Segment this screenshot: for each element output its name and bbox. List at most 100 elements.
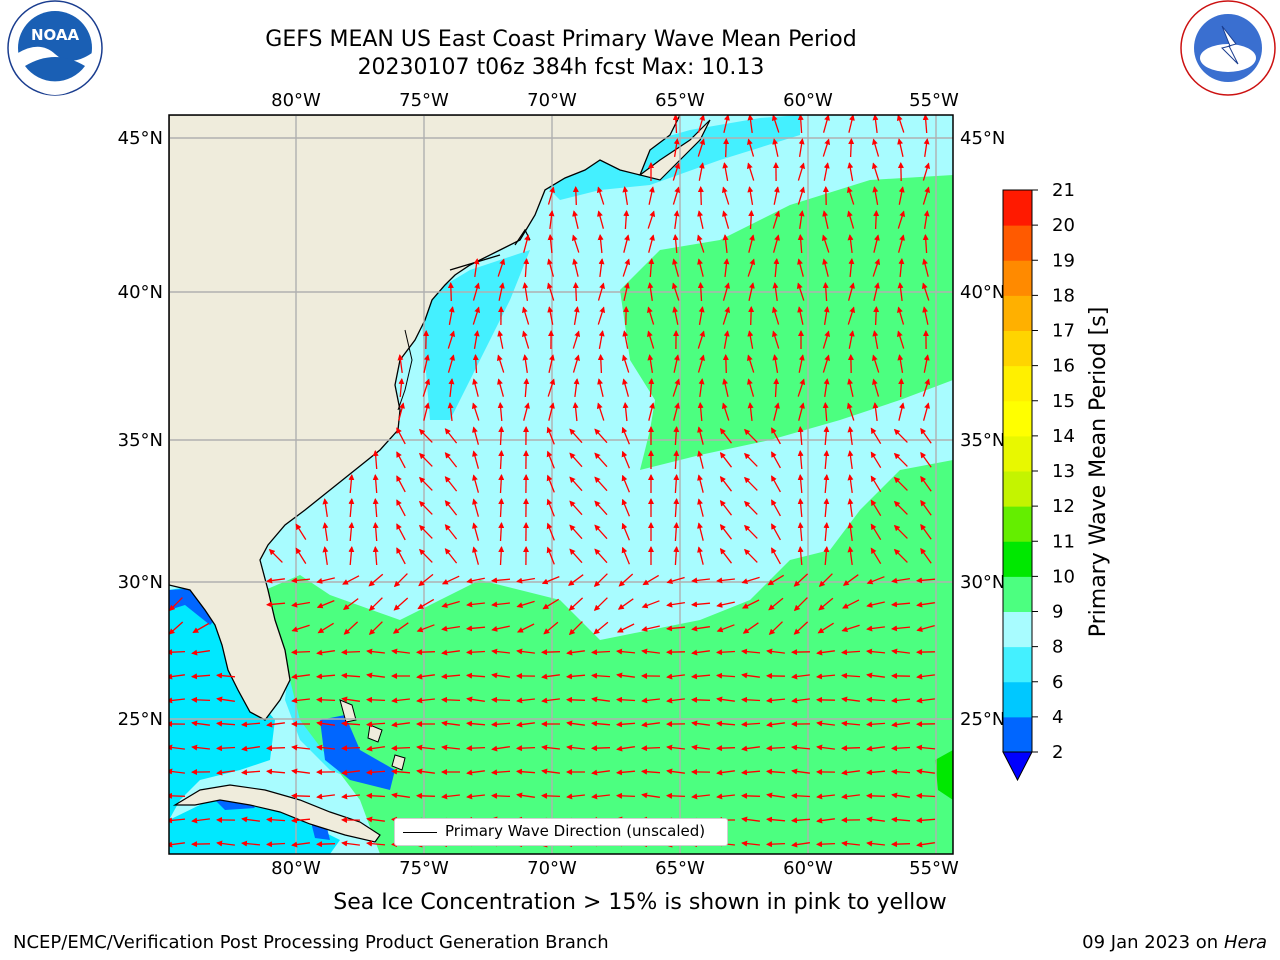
wave-arrow bbox=[341, 840, 360, 847]
wave-arrow bbox=[597, 282, 605, 301]
wave-arrow bbox=[546, 546, 555, 565]
wave-arrow bbox=[466, 720, 486, 727]
wave-arrow bbox=[396, 475, 406, 493]
wave-arrow bbox=[472, 282, 480, 301]
wave-arrow bbox=[922, 378, 931, 397]
period-9-region-northeast bbox=[620, 175, 953, 470]
wave-arrow bbox=[866, 601, 885, 608]
wave-arrow bbox=[672, 306, 679, 325]
wave-arrow bbox=[391, 745, 411, 752]
wave-arrow bbox=[748, 306, 755, 326]
wave-arrow bbox=[466, 601, 485, 608]
wave-arrow bbox=[266, 601, 286, 608]
wave-arrow bbox=[841, 720, 861, 727]
wave-arrow bbox=[866, 745, 885, 752]
footer-credit: NCEP/EMC/Verification Post Processing Pr… bbox=[13, 932, 609, 953]
wave-arrow bbox=[191, 720, 210, 727]
wave-arrow bbox=[697, 330, 706, 349]
wave-arrow bbox=[768, 597, 784, 611]
wave-arrow bbox=[697, 138, 706, 157]
wave-arrow bbox=[316, 599, 335, 609]
wave-arrow bbox=[622, 258, 631, 277]
wave-arrow bbox=[622, 330, 629, 349]
wave-arrow bbox=[716, 745, 736, 752]
wave-arrow bbox=[191, 696, 211, 703]
wave-arrow bbox=[666, 744, 685, 751]
wave-arrow bbox=[771, 330, 780, 349]
wave-arrow bbox=[316, 696, 336, 703]
wave-arrow bbox=[472, 522, 480, 541]
wave-arrow bbox=[266, 745, 286, 752]
wave-arrow bbox=[697, 282, 704, 302]
colorbar-under-triangle bbox=[1002, 751, 1033, 782]
wave-arrow bbox=[316, 841, 336, 848]
wave-arrow bbox=[391, 792, 410, 799]
wave-arrow bbox=[191, 817, 210, 824]
wave-arrow bbox=[923, 354, 930, 373]
wave-arrow bbox=[893, 428, 908, 443]
wave-arrow bbox=[569, 452, 583, 468]
wave-arrow bbox=[791, 768, 810, 775]
wave-arrow bbox=[366, 672, 385, 679]
wave-arrow bbox=[491, 696, 511, 703]
wave-arrow bbox=[522, 354, 529, 373]
wave-arrow bbox=[818, 573, 833, 588]
wave-arrow bbox=[472, 426, 480, 445]
wave-arrow bbox=[897, 234, 905, 253]
wave-arrow bbox=[870, 499, 882, 517]
wave-arrow bbox=[541, 744, 560, 751]
wave-arrow bbox=[466, 696, 485, 703]
wave-arrow bbox=[418, 428, 433, 443]
period-9-region-south bbox=[265, 460, 953, 854]
wave-arrow bbox=[747, 402, 754, 421]
wave-arrow bbox=[847, 450, 854, 469]
wave-arrow bbox=[472, 306, 481, 325]
wave-arrow bbox=[444, 428, 458, 444]
wave-arrow bbox=[266, 577, 285, 584]
colorbar-tick-label: 17 bbox=[1052, 321, 1075, 342]
wave-arrow bbox=[498, 498, 505, 518]
wave-arrow bbox=[491, 769, 511, 776]
lat-label: 30°N bbox=[118, 572, 163, 593]
wave-arrow bbox=[416, 744, 435, 751]
wave-arrow bbox=[418, 548, 433, 563]
wave-arrow bbox=[616, 696, 636, 703]
wave-arrow bbox=[673, 138, 680, 158]
wave-arrow bbox=[823, 498, 830, 518]
colorbar-tick-label: 2 bbox=[1052, 742, 1063, 763]
wave-arrow bbox=[922, 115, 929, 134]
wave-arrow bbox=[747, 258, 756, 277]
lon-label: 55°W bbox=[909, 858, 959, 879]
wave-arrow bbox=[516, 792, 535, 799]
wave-arrow bbox=[920, 451, 932, 468]
wave-arrow bbox=[771, 427, 781, 445]
wave-arrow bbox=[591, 672, 611, 679]
wave-arrow bbox=[569, 500, 583, 516]
wave-arrow bbox=[923, 210, 930, 230]
wave-arrow bbox=[391, 697, 410, 704]
wave-arrow bbox=[766, 648, 785, 655]
lon-label: 75°W bbox=[399, 858, 449, 879]
map-plot-area[interactable] bbox=[167, 115, 953, 854]
wave-arrow bbox=[747, 115, 754, 133]
wave-arrow bbox=[897, 138, 904, 157]
colorbar-segment bbox=[1003, 646, 1032, 683]
wave-arrow bbox=[541, 575, 560, 585]
wave-arrow bbox=[466, 625, 486, 632]
wave-arrow bbox=[866, 576, 885, 585]
wave-arrow bbox=[491, 745, 510, 752]
wave-arrow bbox=[497, 402, 504, 422]
wave-arrow bbox=[893, 524, 908, 539]
wave-arrow bbox=[266, 841, 286, 848]
wave-arrow bbox=[716, 793, 735, 800]
wave-arrow bbox=[773, 402, 780, 421]
wave-arrow bbox=[897, 354, 904, 374]
sea-ice-caption: Sea Ice Concentration > 15% is shown in … bbox=[333, 890, 947, 915]
wave-arrow bbox=[623, 234, 630, 253]
wave-arrow bbox=[546, 522, 555, 541]
wave-arrow bbox=[823, 306, 830, 326]
wave-arrow bbox=[672, 186, 681, 205]
wave-arrow bbox=[648, 234, 655, 253]
wave-arrow bbox=[666, 768, 685, 775]
wave-arrow bbox=[870, 475, 882, 493]
